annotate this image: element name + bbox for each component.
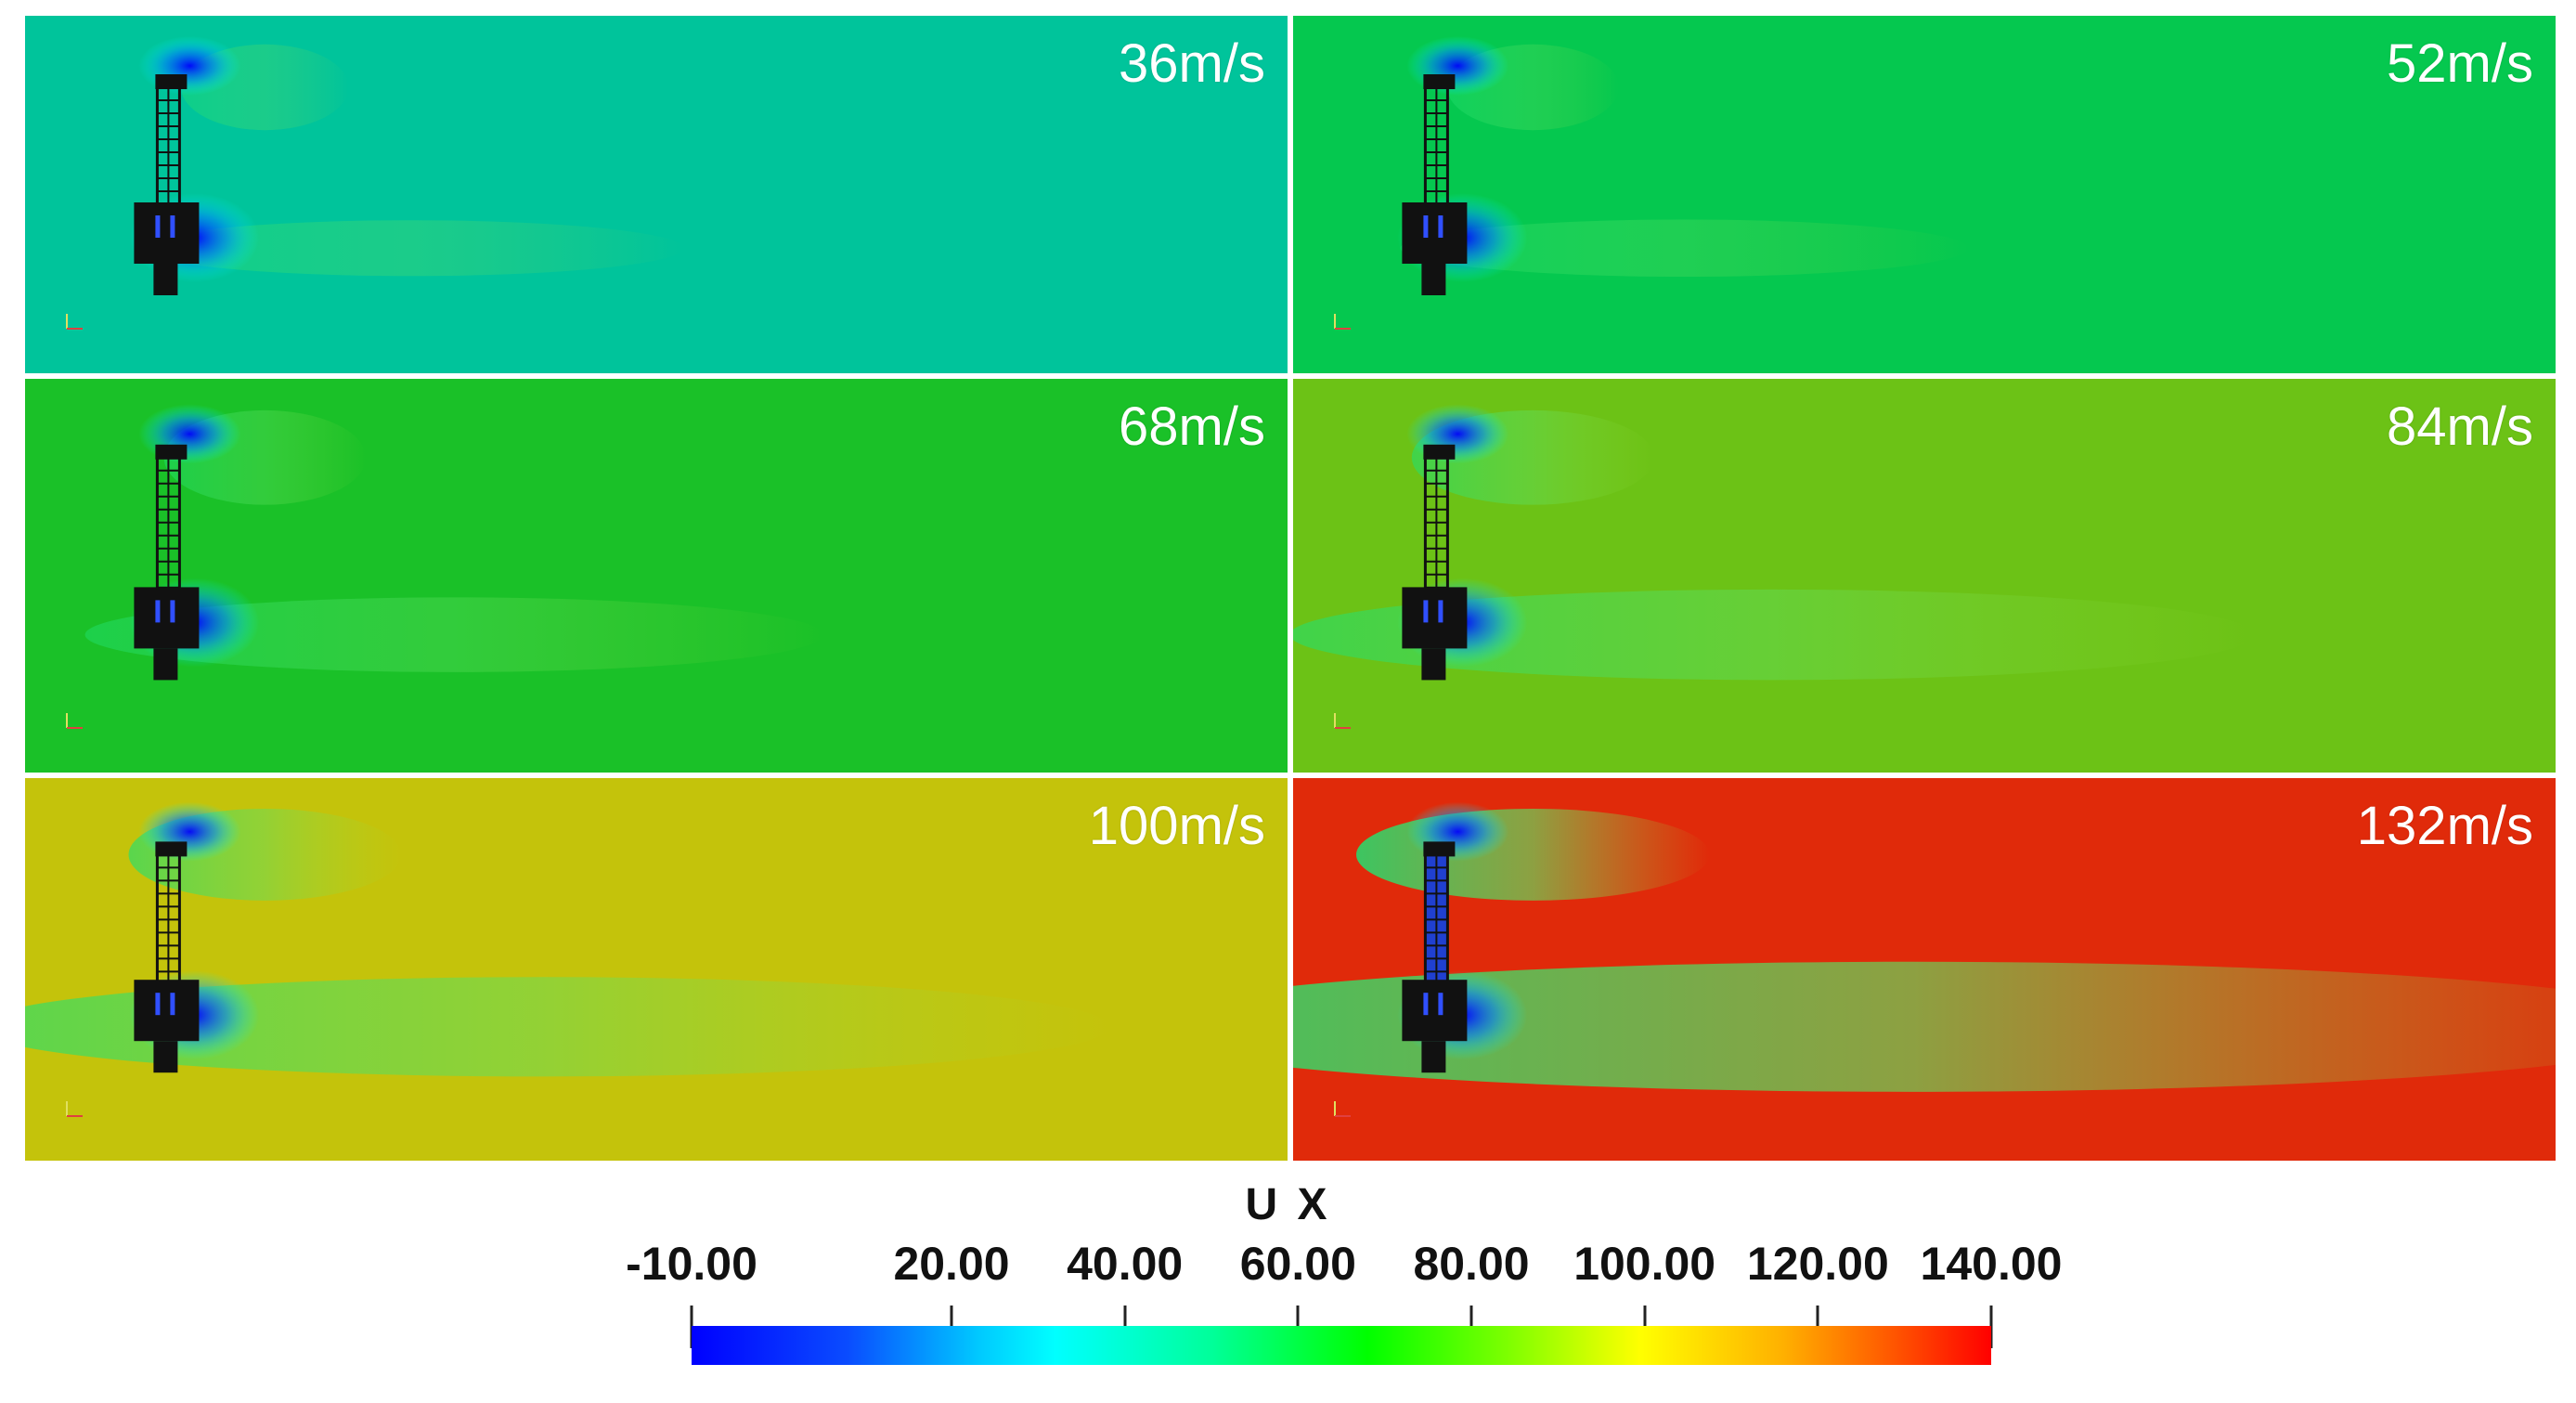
velocity-panel: 132m/s xyxy=(1293,778,2556,1161)
base-slot xyxy=(1438,993,1443,1016)
velocity-panel: 68m/s xyxy=(25,379,1288,773)
inlet-speed-label: 132m/s xyxy=(2356,796,2533,856)
colorbar-tick-mark xyxy=(1989,1306,1993,1348)
tower-top xyxy=(155,444,188,460)
colorbar-tick-label: 140.00 xyxy=(1920,1238,2063,1290)
tower-top xyxy=(1423,841,1456,857)
tower-base xyxy=(1402,202,1468,264)
inlet-speed-label: 84m/s xyxy=(2387,396,2533,457)
flow-field xyxy=(25,801,1111,1077)
base-slot xyxy=(170,600,175,623)
tower-base xyxy=(134,202,200,264)
flow-field xyxy=(129,35,684,295)
low-velocity-zone xyxy=(1406,35,1509,96)
inlet-speed-label: 36m/s xyxy=(1119,33,1265,94)
tower-top xyxy=(155,841,188,857)
inlet-speed-label: 100m/s xyxy=(1088,796,1265,856)
tower-base xyxy=(1402,980,1468,1042)
tower-base xyxy=(134,587,200,649)
inlet-speed-label: 68m/s xyxy=(1119,396,1265,457)
axes-orientation-icon xyxy=(1332,711,1353,732)
tower-base xyxy=(1402,587,1468,649)
tower-top xyxy=(1423,444,1456,460)
flow-field xyxy=(1293,404,2256,681)
colorbar-tick-label: 20.00 xyxy=(893,1238,1010,1290)
base-slot xyxy=(155,600,161,623)
velocity-panel: 84m/s xyxy=(1293,379,2556,773)
tower-foot xyxy=(153,648,178,681)
base-slot xyxy=(170,215,175,238)
tower-foot xyxy=(153,1041,178,1073)
flow-field xyxy=(1397,35,1969,295)
low-velocity-zone xyxy=(138,404,241,464)
colorbar-tick-label: -10.00 xyxy=(626,1238,757,1290)
velocity-panel: 100m/s xyxy=(25,778,1288,1161)
base-slot xyxy=(170,993,175,1016)
low-velocity-zone xyxy=(138,801,241,862)
wake-region xyxy=(1400,219,1969,278)
wake-region xyxy=(84,597,824,672)
base-slot xyxy=(1423,600,1429,623)
inlet-speed-label: 52m/s xyxy=(2387,33,2533,94)
low-velocity-zone xyxy=(138,35,241,96)
base-slot xyxy=(1438,215,1443,238)
wake-region xyxy=(138,220,684,277)
colorbar-tick-label: 80.00 xyxy=(1413,1238,1530,1290)
wake-region xyxy=(25,977,1111,1077)
velocity-panel: 36m/s xyxy=(25,16,1288,373)
base-slot xyxy=(155,215,161,238)
wake-region xyxy=(1293,961,2556,1092)
colorbar-tick-label: 60.00 xyxy=(1239,1238,1356,1290)
base-slot xyxy=(155,993,161,1016)
base-slot xyxy=(1423,215,1429,238)
axes-orientation-icon xyxy=(1332,312,1353,332)
tower-base xyxy=(134,980,200,1042)
colorbar-tick-label: 100.00 xyxy=(1573,1238,1716,1290)
base-slot xyxy=(1438,600,1443,623)
colorbar-gradient xyxy=(692,1326,1991,1365)
axes-orientation-icon xyxy=(64,711,84,732)
base-slot xyxy=(1423,993,1429,1016)
colorbar-legend: U X -10.00 20.00 40.00 60.00 80.00 100.00 120.… xyxy=(0,1161,2576,1403)
axes-orientation-icon xyxy=(1332,1099,1353,1120)
flow-field xyxy=(84,404,824,681)
colorbar-tick-label: 120.00 xyxy=(1746,1238,1889,1290)
low-velocity-zone xyxy=(1406,801,1509,862)
wake-region xyxy=(1293,589,2256,681)
tower-top xyxy=(155,74,188,89)
low-velocity-zone xyxy=(1406,404,1509,464)
tower-foot xyxy=(153,264,178,295)
tower-top xyxy=(1423,74,1456,89)
velocity-panel: 52m/s xyxy=(1293,16,2556,373)
tower-foot xyxy=(1421,264,1446,295)
axes-orientation-icon xyxy=(64,1099,84,1120)
tower-foot xyxy=(1421,648,1446,681)
axes-orientation-icon xyxy=(64,312,84,332)
simulation-panel-grid: 36m/s 52m/s 68m/s xyxy=(25,16,2562,1161)
flow-field xyxy=(1293,801,2556,1092)
colorbar-title: U X xyxy=(1245,1180,1331,1229)
tower-foot xyxy=(1421,1041,1446,1073)
colorbar-tick-label: 40.00 xyxy=(1067,1238,1184,1290)
